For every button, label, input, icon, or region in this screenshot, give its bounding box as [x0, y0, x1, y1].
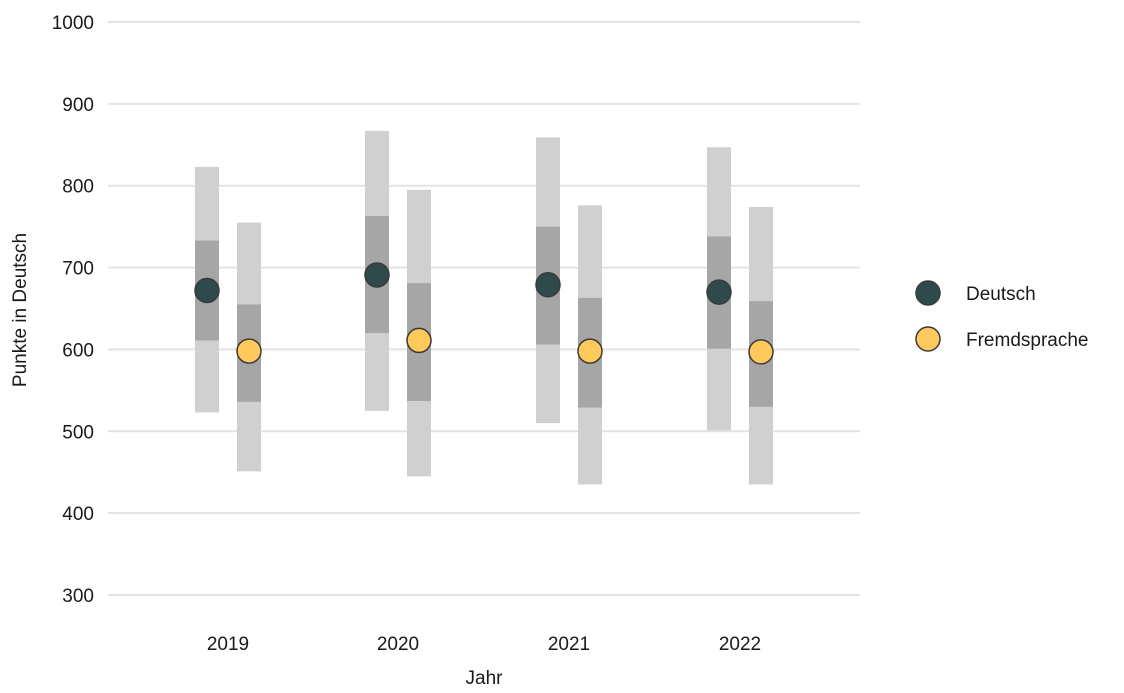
points — [194, 262, 774, 365]
data-point — [577, 338, 603, 364]
data-point — [194, 277, 220, 304]
legend-marker — [915, 280, 941, 306]
data-point — [406, 327, 432, 354]
data-point — [535, 272, 561, 298]
y-tick-label: 700 — [62, 259, 94, 280]
legend: Deutsch Fremdsprache — [915, 280, 1089, 352]
x-tick-label: 2021 — [548, 634, 590, 655]
data-point — [748, 339, 774, 365]
x-tick-label: 2019 — [207, 634, 249, 655]
legend-label: Deutsch — [966, 284, 1036, 305]
y-axis-ticks: 300 400 500 600 700 800 900 1000 — [52, 13, 94, 607]
x-axis-ticks: 2019 2020 2021 2022 — [207, 634, 761, 655]
y-tick-label: 900 — [62, 95, 94, 116]
data-point — [236, 338, 262, 364]
y-tick-label: 300 — [62, 586, 94, 607]
y-tick-label: 400 — [62, 504, 94, 525]
y-axis-title: Punkte in Deutsch — [10, 233, 31, 387]
legend-label: Fremdsprache — [966, 330, 1089, 351]
x-axis-title: Jahr — [466, 668, 504, 689]
x-tick-label: 2022 — [719, 634, 761, 655]
y-tick-label: 500 — [62, 422, 94, 443]
data-point — [706, 279, 732, 305]
y-tick-label: 600 — [62, 340, 94, 361]
legend-marker — [915, 326, 941, 352]
gridlines — [108, 21, 860, 596]
y-tick-label: 800 — [62, 177, 94, 198]
y-tick-label: 1000 — [52, 13, 94, 34]
x-tick-label: 2020 — [377, 634, 419, 655]
data-point — [364, 262, 390, 288]
